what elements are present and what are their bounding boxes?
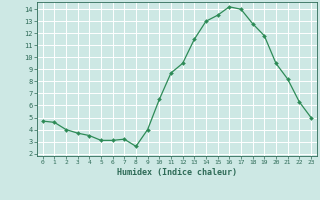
X-axis label: Humidex (Indice chaleur): Humidex (Indice chaleur) [117, 168, 237, 177]
